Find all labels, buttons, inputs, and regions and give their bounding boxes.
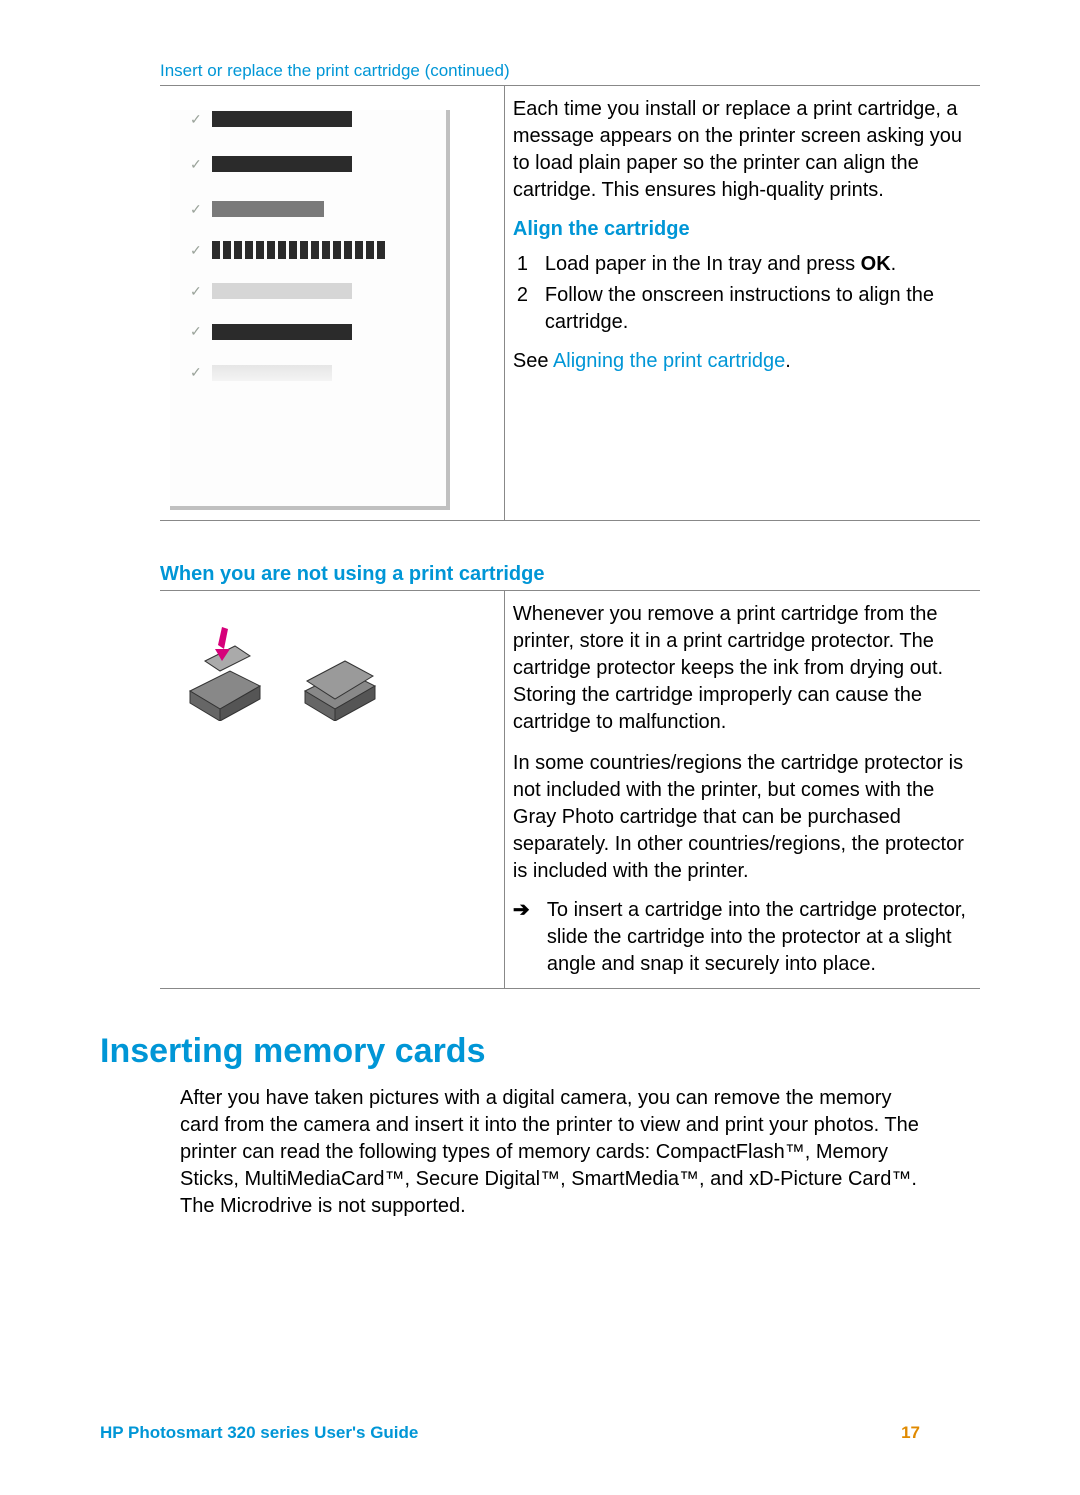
- arrow-icon: ➔: [513, 897, 547, 978]
- align-steps: 1 Load paper in the In tray and press OK…: [517, 251, 972, 336]
- main-heading: Inserting memory cards: [100, 1029, 920, 1075]
- cartridge-protector-illustration: [170, 611, 400, 721]
- row2-para1: Whenever you remove a print cartridge fr…: [513, 601, 972, 736]
- alignment-page-illustration: ✓ ✓ ✓ ✓: [170, 110, 450, 510]
- step-number: 1: [517, 251, 545, 278]
- row1-intro: Each time you install or replace a print…: [513, 96, 972, 204]
- cartridge-table-row1: ✓ ✓ ✓ ✓: [160, 85, 980, 521]
- main-paragraph: After you have taken pictures with a dig…: [180, 1085, 920, 1220]
- table-caption: Insert or replace the print cartridge (c…: [160, 60, 920, 83]
- align-sub-heading: Align the cartridge: [513, 216, 972, 243]
- step-text: Follow the onscreen instructions to alig…: [545, 282, 972, 336]
- arrow-text: To insert a cartridge into the cartridge…: [547, 897, 972, 978]
- section2-heading: When you are not using a print cartridge: [160, 561, 920, 588]
- step-number: 2: [517, 282, 545, 336]
- footer-page-number: 17: [901, 1422, 920, 1445]
- see-reference: See Aligning the print cartridge.: [513, 348, 972, 375]
- step-text: Load paper in the In tray and press OK.: [545, 251, 896, 278]
- see-link[interactable]: Aligning the print cartridge: [553, 350, 785, 372]
- cartridge-table-row2: Whenever you remove a print cartridge fr…: [160, 590, 980, 989]
- footer-guide-title: HP Photosmart 320 series User's Guide: [100, 1422, 418, 1445]
- arrow-instruction: ➔ To insert a cartridge into the cartrid…: [513, 897, 972, 978]
- page-footer: HP Photosmart 320 series User's Guide 17: [100, 1422, 920, 1445]
- row2-para2: In some countries/regions the cartridge …: [513, 750, 972, 885]
